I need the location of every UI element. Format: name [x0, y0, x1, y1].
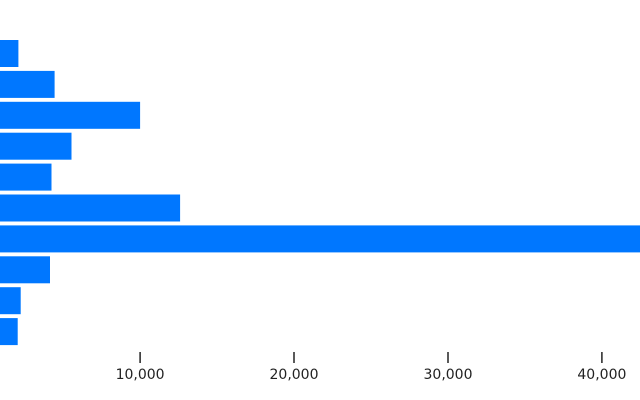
bar — [0, 194, 181, 222]
bar — [0, 101, 141, 129]
bars-group — [0, 40, 640, 346]
bar — [0, 256, 50, 284]
bar — [0, 287, 21, 315]
x-tick-label: 30,000 — [424, 367, 473, 383]
x-tick-label: 10,000 — [116, 367, 165, 383]
bar — [0, 132, 72, 160]
bar — [0, 70, 55, 98]
bar — [0, 40, 19, 67]
x-tick-label: 40,000 — [577, 367, 626, 383]
x-axis: 10,000 20,000 30,000 40,000 — [116, 352, 626, 383]
bar — [0, 225, 640, 253]
bar — [0, 318, 18, 346]
bar — [0, 163, 52, 191]
x-tick-label: 20,000 — [270, 367, 319, 383]
